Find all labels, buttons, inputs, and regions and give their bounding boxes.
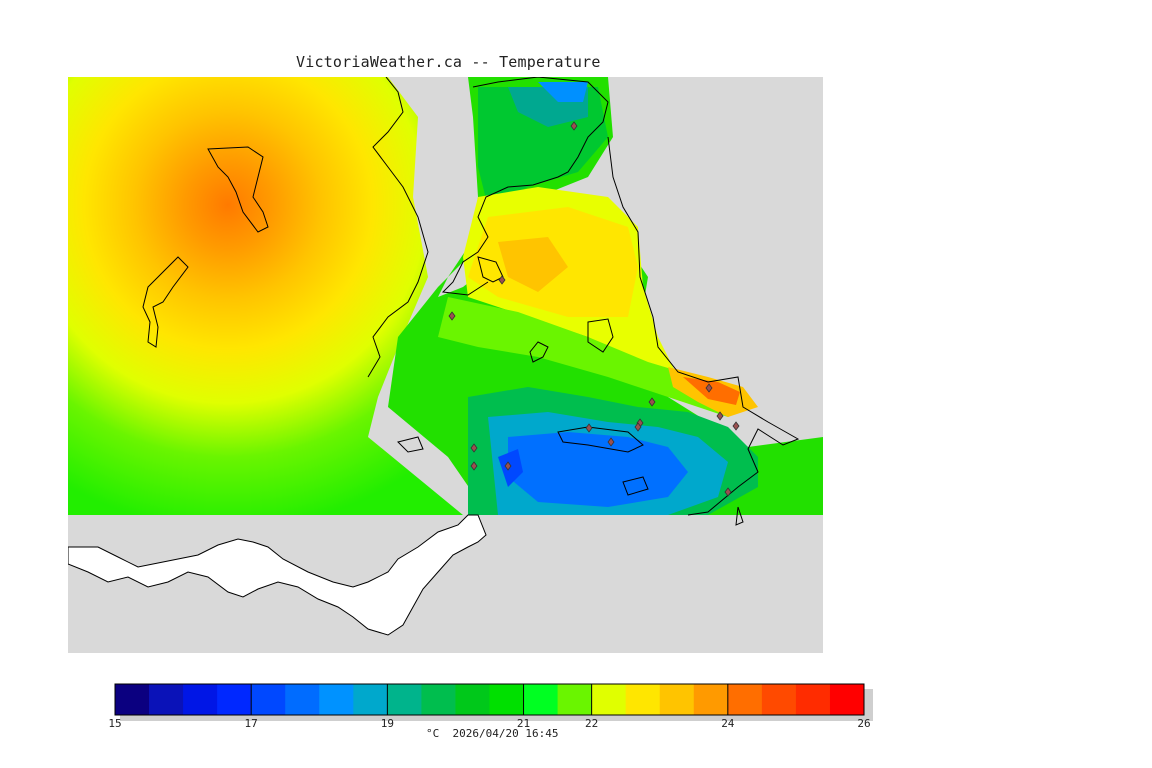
legend-swatch <box>693 684 729 715</box>
diamond-icon <box>732 421 740 431</box>
legend-swatch <box>217 684 252 715</box>
legend-swatch <box>251 684 286 715</box>
unit-label: °C <box>426 727 440 740</box>
legend-swatch <box>183 684 218 715</box>
legend-tick-label: 17 <box>244 717 258 730</box>
legend-caption: °C 2026/04/20 16:45 <box>426 727 558 740</box>
legend-tick-label: 26 <box>857 717 871 730</box>
legend-tick-label: 21 <box>516 717 531 730</box>
legend-swatch <box>727 684 763 715</box>
diamond-icon <box>570 121 578 131</box>
diamond-icon <box>724 487 732 497</box>
timestamp-label: 2026/04/20 16:45 <box>452 727 559 740</box>
station-markers <box>448 121 740 497</box>
temperature-field <box>68 77 823 515</box>
legend-swatch <box>285 684 320 715</box>
diamond-icon <box>498 275 506 285</box>
diamond-icon <box>470 461 478 471</box>
legend-swatch <box>625 684 661 715</box>
diamond-icon <box>607 437 615 447</box>
temperature-map <box>68 77 823 653</box>
diamond-icon <box>504 461 512 471</box>
legend-swatch <box>387 684 422 715</box>
legend-swatch <box>319 684 354 715</box>
legend-tick-label: 22 <box>585 717 599 730</box>
legend-bar <box>114 684 865 715</box>
legend-swatch <box>591 684 627 715</box>
legend-swatch <box>489 684 525 715</box>
diamond-icon <box>448 311 456 321</box>
legend-swatch <box>659 684 695 715</box>
diamond-icon <box>470 443 478 453</box>
legend-swatch <box>115 684 150 715</box>
legend-swatch <box>523 684 559 715</box>
legend-tick-label: 19 <box>380 717 394 730</box>
diamond-icon <box>634 422 642 432</box>
legend-tick-label: 15 <box>108 717 122 730</box>
legend-swatch <box>829 684 865 715</box>
legend-swatch <box>455 684 490 715</box>
diamond-icon <box>716 411 724 421</box>
legend-swatch <box>421 684 456 715</box>
legend-swatch <box>149 684 184 715</box>
legend-tick-label: 24 <box>721 717 735 730</box>
page-title: VictoriaWeather.ca -- Temperature <box>296 53 601 71</box>
diamond-icon <box>585 423 593 433</box>
diamond-icon <box>648 397 656 407</box>
legend-swatch <box>557 684 593 715</box>
legend-swatch <box>353 684 388 715</box>
coastlines <box>142 77 800 526</box>
land-mass-south <box>68 514 487 636</box>
legend-swatch <box>761 684 797 715</box>
diamond-icon <box>705 383 713 393</box>
legend-swatch <box>795 684 831 715</box>
